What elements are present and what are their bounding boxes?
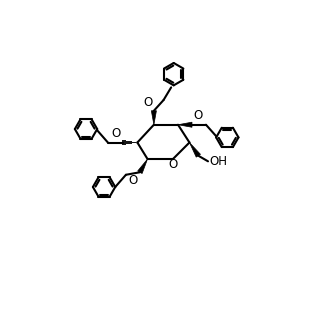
- Polygon shape: [151, 111, 156, 125]
- Polygon shape: [178, 122, 192, 127]
- Text: O: O: [144, 96, 153, 109]
- Polygon shape: [138, 159, 148, 174]
- Text: OH: OH: [209, 155, 227, 168]
- Text: O: O: [129, 174, 138, 186]
- Text: O: O: [168, 158, 178, 171]
- Text: O: O: [112, 127, 121, 140]
- Text: O: O: [193, 109, 202, 122]
- Polygon shape: [189, 143, 200, 157]
